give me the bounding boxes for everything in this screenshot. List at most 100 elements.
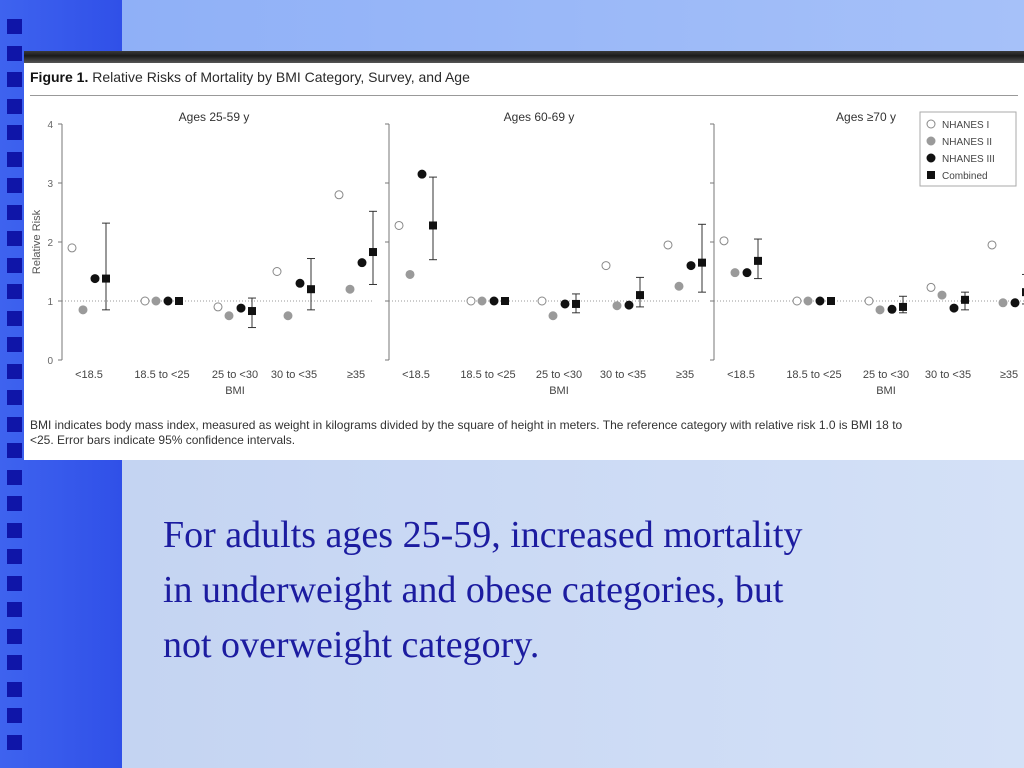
point-combined [248,307,256,316]
x-axis-label: BMI [549,385,569,397]
point-combined [501,297,509,305]
caption-line-1: BMI indicates body mass index, measured … [30,418,903,432]
point-nhanes-iii [236,303,246,313]
x-category-label: <18.5 [402,369,430,381]
slide-top-band [122,0,1024,52]
point-combined [572,299,580,308]
decorative-square [7,45,22,61]
x-category-label: 25 to <30 [212,369,258,381]
decorative-square [7,151,22,167]
panel-title: Ages 25-59 y [179,110,250,124]
decorative-square [7,496,22,511]
decorative-square [7,98,22,114]
decorative-square [7,681,22,697]
point-nhanes-i [334,190,344,200]
legend-label: NHANES III [942,154,995,165]
decorative-square [7,390,22,405]
legend-marker [926,136,936,146]
decorative-square [7,204,22,220]
point-combined [698,258,706,267]
point-nhanes-iii [887,304,897,314]
decorative-square [7,178,22,193]
point-nhanes-i [140,296,150,306]
slide-text-line-1: For adults ages 25-59, increased mortali… [163,514,803,556]
point-nhanes-iii [90,274,100,284]
point-nhanes-i [864,296,874,306]
point-nhanes-iii [686,261,696,271]
point-nhanes-iii [742,268,752,278]
point-nhanes-iii [815,296,825,306]
y-tick-label: 2 [47,238,53,249]
point-combined [369,248,377,257]
x-category-label: 30 to <35 [600,369,646,381]
point-nhanes-iii [295,278,305,288]
legend-marker-combined [927,171,935,179]
x-category-label: 30 to <35 [925,369,971,381]
point-nhanes-i [394,220,404,230]
point-nhanes-ii [612,301,622,311]
point-nhanes-ii [405,269,415,279]
y-tick-label: 4 [47,120,53,131]
point-nhanes-i [272,267,282,276]
point-nhanes-i [466,296,476,306]
decorative-square [7,708,22,723]
legend-marker [926,153,936,163]
mortality-chart: 0 1 2 3 4 Ages 25-59 y <18.5 18.5 to <25 25 to <… [31,110,1024,397]
point-combined [175,297,183,305]
point-nhanes-ii [283,311,293,321]
point-nhanes-ii [674,281,684,291]
y-tick-label: 3 [47,179,53,190]
point-nhanes-iii [489,296,499,306]
figure-panel: Figure 1. Relative Risks of Mortality by… [24,51,1024,460]
point-nhanes-ii [730,268,740,278]
x-category-label: 25 to <30 [863,369,909,381]
y-tick-label: 0 [47,356,53,367]
legend-label: Combined [942,171,988,182]
figure-title-text: Relative Risks of Mortality by BMI Categ… [92,69,470,85]
x-category-label: 25 to <30 [536,369,582,381]
point-nhanes-iii [624,300,634,310]
x-category-label: ≥35 [676,369,694,381]
point-nhanes-ii [548,311,558,321]
x-category-label: 18.5 to <25 [460,369,515,381]
point-combined [429,221,437,230]
decorative-square-column [7,0,27,768]
decorative-square [7,549,22,564]
legend-label: NHANES II [942,137,992,148]
x-category-label: ≥35 [1000,369,1018,381]
point-combined [961,295,969,304]
y-tick-label: 1 [47,297,53,308]
point-nhanes-i [663,240,673,250]
decorative-square [7,416,22,432]
point-nhanes-i [601,261,611,271]
legend-label: NHANES I [942,120,989,131]
decorative-square [7,628,22,644]
point-combined [827,297,835,305]
point-nhanes-i [213,302,223,312]
point-nhanes-ii [151,296,161,306]
panel-title: Ages 60-69 y [504,110,575,124]
figure-top-bar [24,51,1024,63]
legend-marker [926,119,936,129]
x-category-label: ≥35 [347,369,365,381]
point-nhanes-i [537,296,547,306]
decorative-square [7,125,22,140]
caption-line-2: <25. Error bars indicate 95% confidence … [30,433,296,447]
point-nhanes-iii [949,303,959,313]
figure-caption: BMI indicates body mass index, measured … [30,418,1020,448]
decorative-square [7,363,22,379]
x-category-label: <18.5 [75,369,103,381]
decorative-square [7,575,22,591]
point-nhanes-iii [417,169,427,179]
x-category-label: <18.5 [727,369,755,381]
point-nhanes-i [987,240,997,250]
panel-title: Ages ≥70 y [836,110,896,124]
decorative-square [7,602,22,617]
point-nhanes-ii [78,305,88,315]
decorative-square [7,19,22,34]
decorative-square [7,72,22,87]
point-combined [1022,288,1024,297]
point-nhanes-i [792,296,802,306]
decorative-square [7,655,22,670]
point-nhanes-iii [1010,298,1020,308]
